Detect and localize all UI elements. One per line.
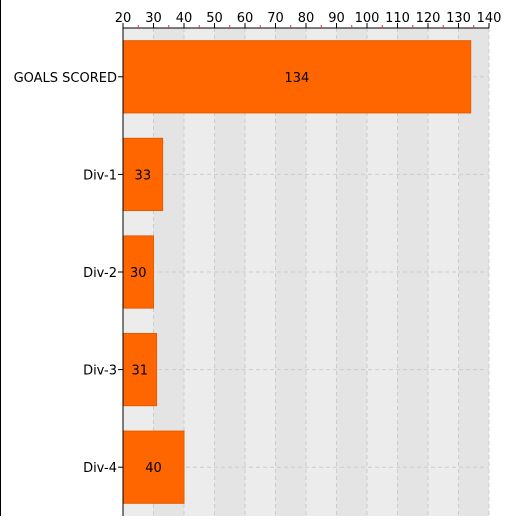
y-tick-label: Div-4 — [83, 461, 117, 476]
data-label: 30 — [130, 266, 147, 281]
data-labels: 134 33 30 31 40 — [130, 71, 309, 476]
x-tick-label: 90 — [328, 11, 345, 26]
x-tick-label: 100 — [355, 11, 380, 26]
x-tick-label: 120 — [416, 11, 441, 26]
y-tick-label: GOALS SCORED — [14, 71, 117, 86]
x-tick-label: 80 — [298, 11, 315, 26]
x-tick-label: 70 — [267, 11, 284, 26]
y-axis: GOALS SCORED Div-1 Div-2 Div-3 Div-4 — [0, 0, 124, 516]
x-axis: 20 30 40 50 60 70 80 90 100 110 120 130 140 — [115, 11, 502, 29]
x-tick-label: 20 — [115, 11, 132, 26]
x-tick-label: 110 — [385, 11, 410, 26]
x-tick-label: 30 — [145, 11, 162, 26]
data-label: 40 — [145, 461, 162, 476]
bar — [122, 235, 154, 309]
bar — [122, 137, 164, 212]
y-tick-label: Div-2 — [83, 266, 117, 281]
x-tick-label: 140 — [477, 11, 502, 26]
x-tick-label: 40 — [176, 11, 193, 26]
y-tick-label: Div-1 — [83, 168, 117, 183]
data-label: 31 — [132, 364, 149, 379]
x-tick-label: 60 — [237, 11, 254, 26]
x-tick-label: 130 — [446, 11, 471, 26]
data-label: 33 — [135, 168, 152, 183]
bar — [122, 332, 158, 407]
data-label: 134 — [284, 71, 309, 86]
x-tick-label: 50 — [206, 11, 223, 26]
y-tick-label: Div-3 — [83, 364, 117, 379]
